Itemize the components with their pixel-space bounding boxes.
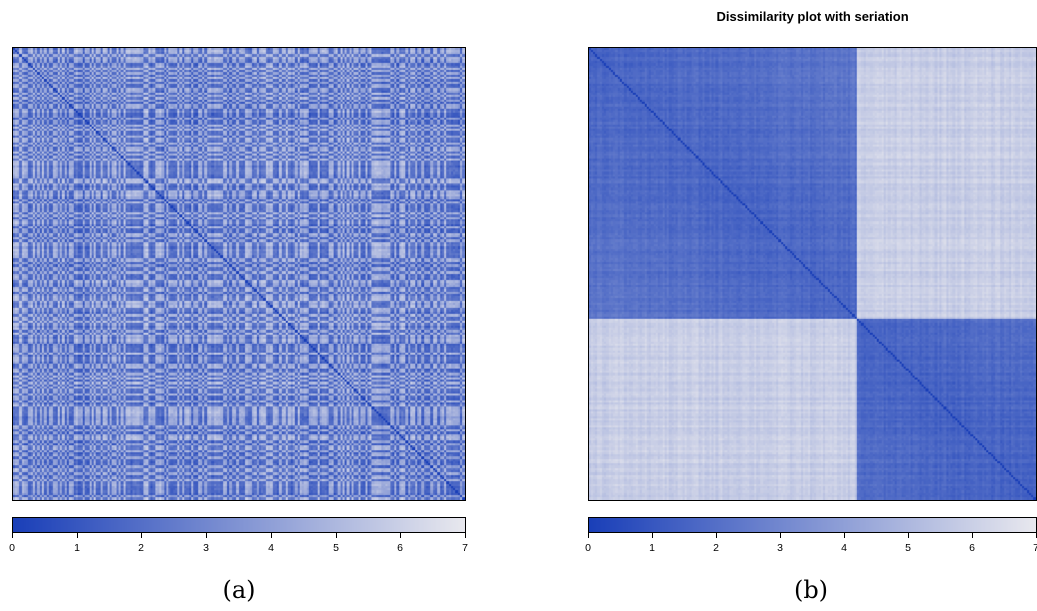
colorbar-tick-label: 6 bbox=[397, 542, 403, 554]
colorbar-tick bbox=[652, 533, 653, 538]
colorbar-tick bbox=[780, 533, 781, 538]
colorbar-tick-label: 5 bbox=[905, 542, 911, 554]
colorbar-tick bbox=[271, 533, 272, 538]
chart-title-b: Dissimilarity plot with seriation bbox=[716, 9, 909, 24]
colorbar-tick-label: 3 bbox=[203, 542, 209, 554]
colorbar-tick-label: 5 bbox=[333, 542, 339, 554]
colorbar-tick bbox=[77, 533, 78, 538]
colorbar-tick bbox=[908, 533, 909, 538]
colorbar-tick-label: 7 bbox=[462, 542, 468, 554]
caption-a: (a) bbox=[222, 576, 256, 604]
colorbar-tick-label: 2 bbox=[138, 542, 144, 554]
colorbar-tick bbox=[336, 533, 337, 538]
heatmap-a bbox=[12, 47, 466, 501]
colorbar-tick bbox=[12, 533, 13, 538]
colorbar-tick bbox=[588, 533, 589, 538]
colorbar-tick bbox=[141, 533, 142, 538]
colorbar-tick-label: 0 bbox=[585, 542, 591, 554]
colorbar-tick-label: 1 bbox=[649, 542, 655, 554]
colorbar-tick bbox=[206, 533, 207, 538]
colorbar-tick-label: 4 bbox=[841, 542, 847, 554]
heatmap-b bbox=[588, 47, 1037, 501]
colorbar-tick-label: 7 bbox=[1033, 542, 1037, 554]
colorbar-tick-label: 4 bbox=[268, 542, 274, 554]
colorbar-tick-label: 0 bbox=[9, 542, 15, 554]
colorbar-tick-label: 1 bbox=[74, 542, 80, 554]
colorbar-tick-label: 3 bbox=[777, 542, 783, 554]
colorbar-b bbox=[588, 517, 1037, 533]
colorbar-tick-label: 6 bbox=[969, 542, 975, 554]
colorbar-a bbox=[12, 517, 466, 533]
caption-b: (b) bbox=[793, 576, 829, 604]
colorbar-tick bbox=[465, 533, 466, 538]
colorbar-tick bbox=[400, 533, 401, 538]
colorbar-tick bbox=[844, 533, 845, 538]
colorbar-tick bbox=[972, 533, 973, 538]
colorbar-tick bbox=[716, 533, 717, 538]
colorbar-tick-label: 2 bbox=[713, 542, 719, 554]
